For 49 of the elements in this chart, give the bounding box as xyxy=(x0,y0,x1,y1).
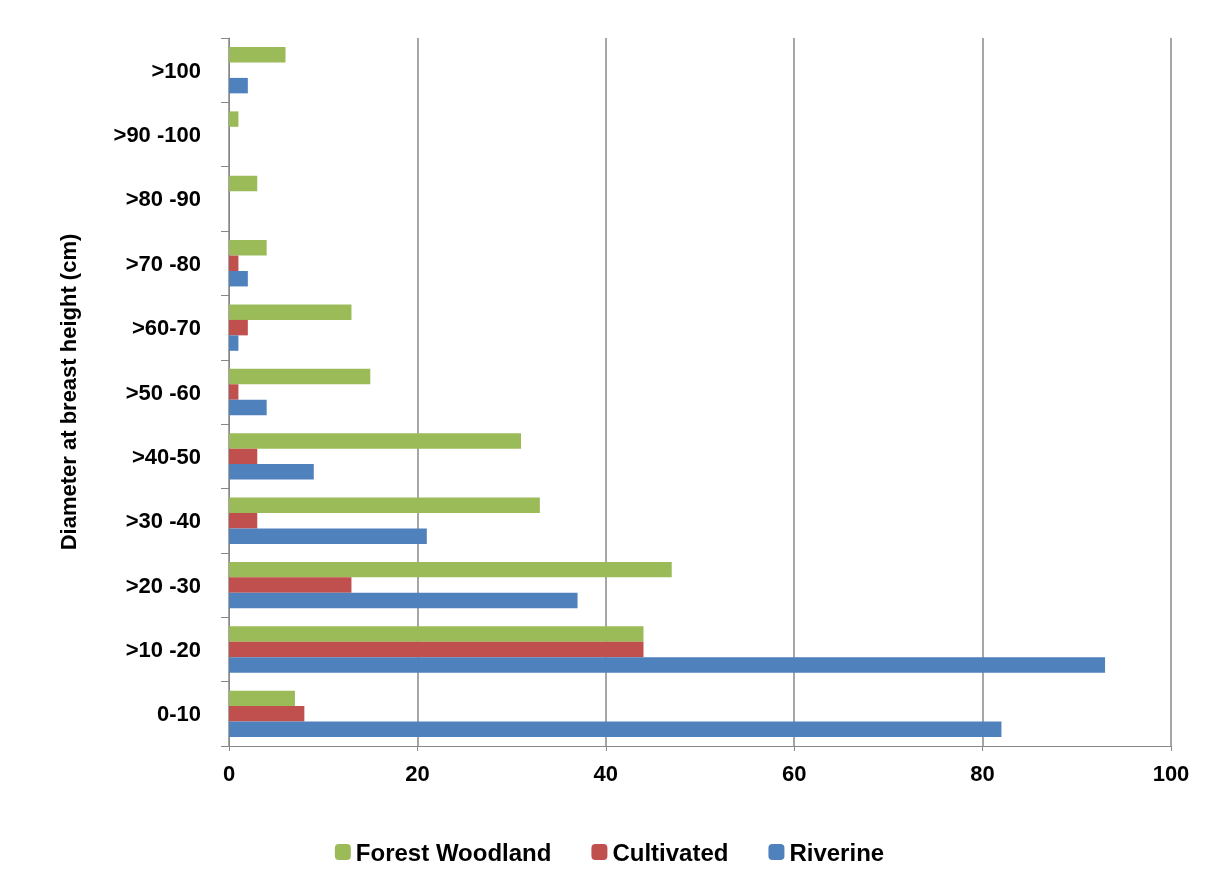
bar xyxy=(229,626,644,642)
bar xyxy=(229,528,427,544)
bar xyxy=(229,304,352,320)
y-tick-label: >80 -90 xyxy=(125,186,201,212)
bar xyxy=(229,433,522,449)
bar xyxy=(229,47,286,63)
y-tick-label: >10 -20 xyxy=(125,636,201,662)
y-tick-label: >90 -100 xyxy=(113,122,201,148)
bar xyxy=(229,577,352,593)
bar xyxy=(229,641,644,658)
bar xyxy=(229,464,314,480)
x-tick-label: 60 xyxy=(781,760,807,786)
bar xyxy=(229,657,1106,673)
bar xyxy=(229,592,578,609)
legend-label: Forest Woodland xyxy=(355,838,552,866)
y-tick-label: >70 -80 xyxy=(125,250,201,276)
legend-label: Riverine xyxy=(789,838,885,866)
bar xyxy=(229,335,239,351)
bar xyxy=(229,561,672,578)
bar xyxy=(229,513,258,529)
bar xyxy=(229,77,248,94)
bar xyxy=(229,175,258,192)
x-tick-label: 80 xyxy=(970,760,995,786)
y-tick-label: >30 -40 xyxy=(125,508,201,534)
bar xyxy=(229,255,239,271)
x-tick-label: 100 xyxy=(1152,760,1190,786)
legend-label: Cultivated xyxy=(612,838,729,866)
x-tick-label: 0 xyxy=(222,760,236,786)
bar xyxy=(229,721,1002,737)
y-tick-label: >100 xyxy=(151,57,201,83)
y-tick-label: >40-50 xyxy=(131,443,201,469)
y-tick-label: 0-10 xyxy=(156,701,201,727)
bar xyxy=(229,368,371,385)
y-tick-label: >60-70 xyxy=(131,315,201,341)
bar xyxy=(229,399,267,416)
bar xyxy=(229,384,239,400)
bar xyxy=(229,319,248,336)
y-tick-label: >20 -30 xyxy=(125,572,201,598)
bar xyxy=(229,497,540,513)
x-tick-label: 40 xyxy=(593,760,619,786)
bar xyxy=(229,271,248,287)
bar xyxy=(229,690,295,707)
y-axis-title: Diameter at breast height (cm) xyxy=(55,233,81,551)
x-tick-label: 20 xyxy=(405,760,430,786)
bar xyxy=(229,706,305,722)
bar xyxy=(229,240,267,256)
bar xyxy=(229,448,258,465)
bar xyxy=(229,111,239,127)
y-tick-label: >50 -60 xyxy=(125,379,201,405)
